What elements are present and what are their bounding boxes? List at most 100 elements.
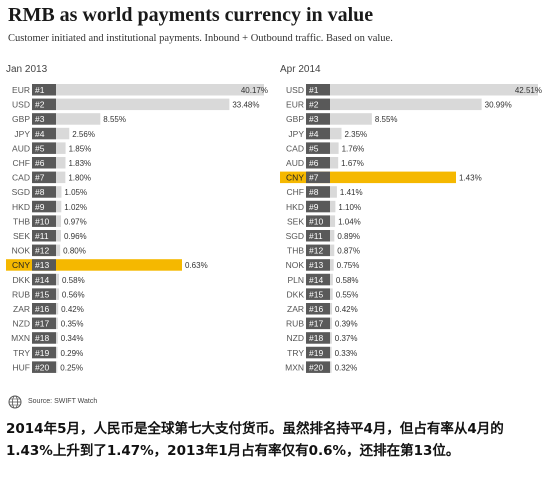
value-label: 0.32% [335,363,358,372]
value-label: 1.43% [459,174,482,183]
currency-label: HKD [286,202,304,212]
currency-label: CHF [13,158,30,168]
currency-label: ZAR [287,304,304,314]
rank-box [32,215,56,227]
bar-row-try: TRY #19 0.33% [287,346,358,359]
rank-box [32,142,56,154]
rank-box [306,230,330,242]
bar-row-cad: CAD #7 1.80% [12,171,91,184]
value-label: 0.25% [60,363,83,372]
rank-label: #18 [35,333,49,343]
bar-row-rub: RUB #15 0.56% [12,288,85,300]
currency-label: CHF [287,187,304,197]
rank-label: #16 [309,304,323,314]
bar-row-rub: RUB #17 0.39% [286,317,358,330]
rank-box [32,303,56,315]
rank-label: #9 [35,202,45,212]
currency-label: NOK [12,246,31,256]
rank-label: #6 [35,158,45,168]
rank-box [32,157,56,169]
currency-label: NZD [13,319,30,329]
value-label: 1.02% [64,203,87,212]
currency-label: RUB [12,289,30,299]
value-label: 0.58% [62,276,85,285]
currency-label: CNY [12,260,30,270]
currency-label: USD [286,85,304,95]
bar-row-usd: USD #2 33.48% [12,98,259,111]
currency-label: THB [287,246,304,256]
value-label: 0.56% [62,290,85,299]
rank-label: #20 [309,362,323,372]
bar-row-eur: EUR #2 30.99% [286,98,512,111]
panel-title: Jan 2013 [6,64,48,75]
rank-label: #3 [309,114,319,124]
bar [306,113,372,125]
rank-label: #1 [309,85,319,95]
rank-label: #16 [35,304,49,314]
currency-label: CNY [286,173,304,183]
value-label: 1.67% [341,159,364,168]
value-label: 2.35% [344,130,367,139]
currency-label: GBP [286,114,304,124]
bar-row-usd: USD #1 42.51% [286,84,542,96]
rank-label: #9 [309,202,319,212]
bar-row-dkk: DKK #15 0.55% [287,288,359,300]
rank-box [32,317,56,330]
source-note: Source: SWIFT Watch [28,398,98,405]
value-label: 0.58% [336,276,359,285]
rank-box [306,361,330,373]
rank-box [306,273,330,286]
value-label: 0.55% [336,290,359,299]
currency-label: ZAR [13,304,30,314]
bar-row-zar: ZAR #16 0.42% [13,303,84,315]
rank-label: #20 [35,362,49,372]
bar-row-gbp: GBP #3 8.55% [286,113,398,125]
value-label: 0.80% [63,247,86,256]
currency-label: DKK [287,289,305,299]
value-label: 8.55% [375,115,398,124]
bar-row-cad: CAD #5 1.76% [286,142,364,154]
bar-row-sgd: SGD #8 1.05% [12,186,87,198]
value-label: 0.89% [337,232,360,241]
bar-row-nok: NOK #13 0.75% [286,259,359,271]
rank-box [32,332,56,344]
bar-row-chf: CHF #6 1.83% [13,157,91,169]
rank-label: #6 [309,158,319,168]
value-label: 30.99% [485,101,512,110]
bar-row-aud: AUD #6 1.67% [286,157,364,169]
rank-label: #3 [35,114,45,124]
currency-label: SEK [287,216,304,226]
currency-label: AUD [12,143,30,153]
rank-box [306,127,330,140]
rank-box [32,84,56,96]
value-label: 1.04% [338,217,361,226]
rank-label: #13 [309,260,323,270]
value-label: 0.97% [64,217,87,226]
currency-label: TRY [13,348,30,358]
value-label: 2.56% [72,130,95,139]
swift-globe-icon [8,395,22,409]
rank-box [32,171,56,184]
bar-row-thb: THB #10 0.97% [13,215,87,227]
currency-label: EUR [12,85,30,95]
bar-row-jpy: JPY #4 2.56% [14,127,95,140]
rank-box [306,215,330,227]
value-label: 0.33% [335,349,358,358]
rank-label: #14 [35,275,49,285]
value-label: 0.29% [61,349,84,358]
rank-label: #7 [35,173,45,183]
rank-label: #12 [309,246,323,256]
rank-box [306,259,330,271]
rank-label: #1 [35,85,45,95]
value-label: 0.42% [335,305,358,314]
bar-row-nzd: NZD #18 0.37% [287,332,357,344]
bar-row-sgd: SGD #11 0.89% [286,230,360,242]
rank-label: #19 [35,348,49,358]
highlight-label-bg [6,259,32,271]
value-label: 1.10% [338,203,361,212]
rank-box [32,230,56,242]
rank-box [306,113,330,125]
rank-box [306,142,330,154]
rank-box [32,127,56,140]
chart-subtitle: Customer initiated and institutional pay… [8,33,393,44]
